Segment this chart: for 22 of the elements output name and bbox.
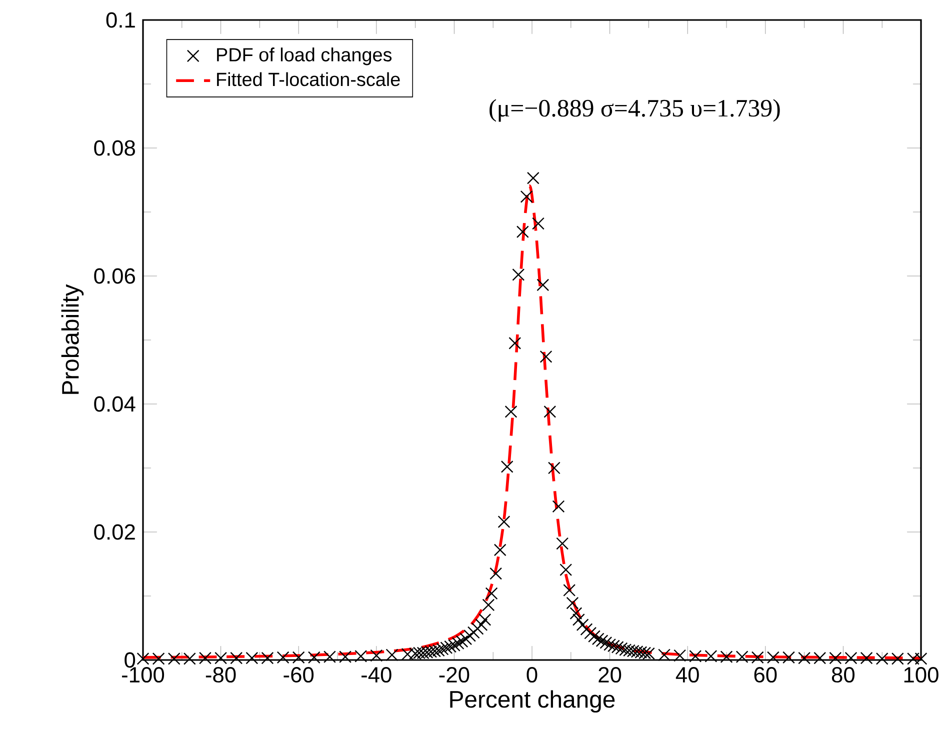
x-tick-label: -40 (362, 667, 392, 683)
legend-label: PDF of load changes (217, 48, 392, 66)
x-tick-label: 60 (754, 667, 777, 683)
legend-label: Fitted T-location-scale (217, 72, 400, 86)
y-tick-label: 0.06 (94, 268, 135, 284)
x-tick-label: -80 (206, 667, 236, 683)
x-tick-label: -100 (122, 667, 164, 683)
y-tick-label: 0.04 (94, 396, 136, 412)
x-tick-label: 100 (904, 667, 938, 683)
x-tick-label: 80 (832, 667, 855, 683)
y-axis-title: Probability (61, 284, 84, 394)
x-axis-title: Percent change (450, 690, 615, 713)
annotation: (μ=−0.889 σ=4.735 υ=1.739) (490, 99, 780, 122)
x-tick-label: -20 (439, 667, 470, 683)
y-tick-label: 0.1 (106, 12, 135, 28)
y-tick-label: 0.02 (94, 524, 135, 540)
y-tick-label: 0.08 (94, 140, 135, 156)
y-tick-label: 0 (124, 652, 136, 668)
x-tick-label: 40 (676, 667, 699, 683)
x-tick-label: -60 (284, 667, 314, 683)
x-tick-label: 0 (526, 667, 538, 683)
x-tick-label: 20 (598, 667, 622, 683)
